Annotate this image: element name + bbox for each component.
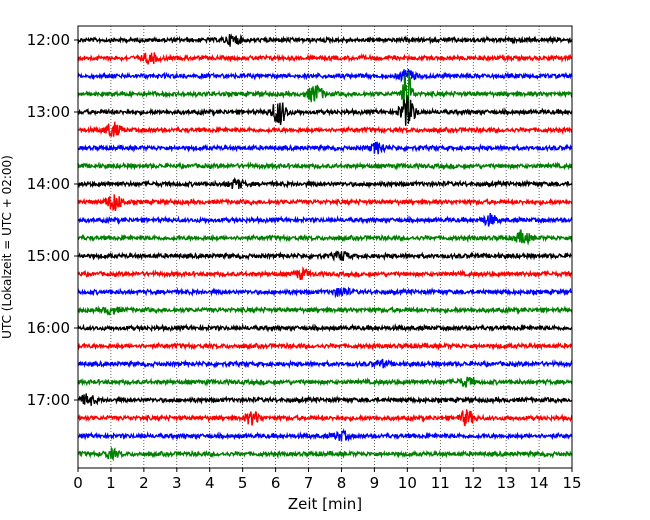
y-tick-label: 16:00: [27, 319, 70, 337]
x-tick-label: 15: [562, 474, 581, 492]
x-tick-label: 0: [73, 474, 83, 492]
x-tick-label: 8: [337, 474, 347, 492]
x-tick-label: 5: [238, 474, 248, 492]
seismic-trace: [77, 266, 573, 280]
seismic-trace: [77, 68, 573, 84]
x-tick-label: 12: [464, 474, 483, 492]
seismic-trace: [77, 376, 573, 388]
plot-frame: [77, 25, 573, 469]
seismic-traces: [77, 33, 573, 462]
x-tick-label: 4: [205, 474, 215, 492]
x-tick-label: 6: [271, 474, 281, 492]
seismic-trace: [77, 286, 573, 299]
seismic-trace: [77, 94, 573, 126]
x-tick-label: 11: [431, 474, 450, 492]
seismic-trace: [77, 33, 573, 47]
x-tick-label: 2: [139, 474, 149, 492]
seismic-trace: [77, 446, 573, 462]
y-tick-label: 15:00: [27, 247, 70, 265]
seismic-trace: [77, 52, 573, 65]
seismic-trace: [77, 161, 573, 171]
seismic-trace: [77, 341, 573, 352]
x-tick-label: 1: [106, 474, 116, 492]
y-tick-label: 17:00: [27, 391, 70, 409]
x-tick-label: 7: [304, 474, 314, 492]
seismic-trace: [77, 121, 573, 138]
y-tick-label: 12:00: [27, 31, 70, 49]
seismic-trace: [77, 250, 573, 262]
x-tick-label: 10: [398, 474, 417, 492]
seismic-trace: [77, 409, 573, 427]
seismic-trace: [77, 194, 573, 212]
x-axis-ticks: 0 1 2 3 4 5 6 7 8 9 10 11 12 13 14 15: [73, 468, 582, 492]
x-tick-label: 14: [530, 474, 549, 492]
seismic-trace: [77, 176, 573, 190]
y-axis-ticks: 12:00 13:00 14:00 15:00 16:00 17:00: [27, 31, 78, 409]
y-tick-label: 14:00: [27, 175, 70, 193]
y-tick-label: 13:00: [27, 103, 70, 121]
x-tick-label: 13: [497, 474, 516, 492]
x-axis-label: Zeit [min]: [288, 495, 362, 513]
seismic-trace: [77, 212, 573, 227]
seismic-trace: [77, 71, 573, 116]
seismic-trace: [77, 393, 573, 406]
seismic-trace: [77, 323, 573, 333]
seismic-trace: [77, 358, 573, 369]
seismic-trace: [77, 305, 573, 316]
seismic-trace: [77, 229, 573, 246]
y-axis-label: UTC (Lokalzeit = UTC + 02:00): [0, 155, 14, 339]
x-tick-label: 3: [172, 474, 182, 492]
seismic-trace: [77, 427, 573, 443]
x-tick-label: 9: [370, 474, 380, 492]
seismic-trace: [77, 141, 573, 155]
